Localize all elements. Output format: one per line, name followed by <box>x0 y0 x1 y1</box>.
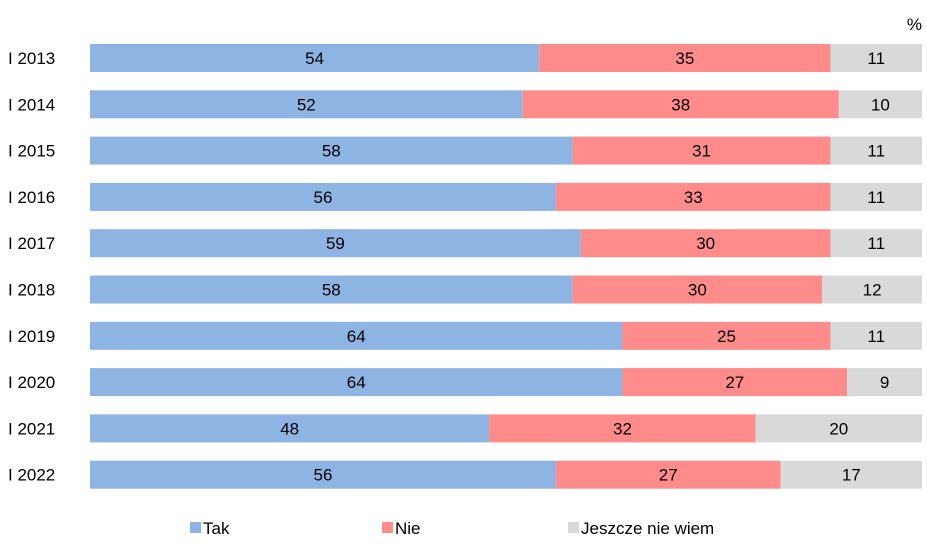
unit-label: % <box>907 15 922 34</box>
data-label: 52 <box>297 95 316 114</box>
category-label: I 2022 <box>8 466 55 485</box>
bar-segment <box>622 321 831 350</box>
legend-swatch <box>382 522 393 533</box>
data-label: 17 <box>842 466 861 485</box>
data-label: 20 <box>829 419 848 438</box>
data-label: 58 <box>322 281 341 300</box>
category-label: I 2021 <box>8 419 55 438</box>
data-label: 9 <box>880 373 889 392</box>
bar-segment <box>90 90 523 119</box>
data-label: 11 <box>867 49 885 68</box>
bar-segment <box>489 414 756 443</box>
data-label: 10 <box>871 95 890 114</box>
bar-segment <box>847 368 922 397</box>
data-label: 64 <box>347 327 366 346</box>
category-label: I 2019 <box>8 327 55 346</box>
bar-segment <box>90 275 573 304</box>
bar-segment <box>830 321 922 350</box>
legend-swatch <box>568 522 579 533</box>
data-label: 30 <box>688 281 707 300</box>
bar-segment <box>522 90 839 119</box>
legend: Tak Nie Jeszcze nie wiem <box>190 519 714 538</box>
data-label: 31 <box>692 142 711 161</box>
data-label: 38 <box>671 95 690 114</box>
bar-segment <box>90 182 556 211</box>
bar-segment <box>838 90 922 119</box>
bar-segment <box>830 136 922 165</box>
bar-segment <box>830 182 922 211</box>
bar-segment <box>90 229 581 258</box>
bars-group: I 2013 54 35 11 I 2014 52 38 10 I 2015 58 31 11 I 20… <box>8 44 922 489</box>
data-label: 56 <box>313 466 332 485</box>
category-label: I 2014 <box>8 95 55 114</box>
data-label: 33 <box>684 188 703 207</box>
category-label: I 2018 <box>8 281 55 300</box>
bar-segment <box>572 136 831 165</box>
bar-segment <box>580 229 831 258</box>
data-label: 32 <box>613 419 632 438</box>
legend-swatch <box>190 522 201 533</box>
category-label: I 2020 <box>8 373 55 392</box>
bar-segment <box>90 414 490 443</box>
legend-label: Nie <box>395 519 421 538</box>
data-label: 12 <box>863 281 882 300</box>
data-label: 59 <box>326 234 345 253</box>
category-label: I 2016 <box>8 188 55 207</box>
bar-segment <box>830 229 922 258</box>
bar-segment <box>90 136 573 165</box>
data-label: 27 <box>725 373 744 392</box>
bar-segment <box>830 44 922 72</box>
category-label: I 2015 <box>8 142 55 161</box>
bar-segment <box>755 414 922 443</box>
data-label: 11 <box>867 142 885 161</box>
bar-segment <box>780 460 922 489</box>
data-label: 11 <box>867 234 885 253</box>
data-label: 35 <box>675 49 694 68</box>
data-label: 54 <box>305 49 324 68</box>
data-label: 25 <box>717 327 736 346</box>
bar-segment <box>555 182 831 211</box>
bar-segment <box>90 368 623 397</box>
data-label: 11 <box>867 327 885 346</box>
data-label: 64 <box>347 373 366 392</box>
data-label: 58 <box>322 142 341 161</box>
bar-segment <box>822 275 922 304</box>
bar-segment <box>90 460 556 489</box>
data-label: 30 <box>696 234 715 253</box>
bar-segment <box>90 44 540 72</box>
data-label: 27 <box>659 466 678 485</box>
legend-label: Jeszcze nie wiem <box>581 519 714 538</box>
bar-segment <box>90 321 623 350</box>
category-label: I 2017 <box>8 234 55 253</box>
bar-segment <box>555 460 781 489</box>
category-label: I 2013 <box>8 49 55 68</box>
bar-segment <box>622 368 848 397</box>
legend-label: Tak <box>203 519 230 538</box>
data-label: 56 <box>313 188 332 207</box>
bar-segment <box>539 44 831 72</box>
data-label: 11 <box>867 188 885 207</box>
bar-segment <box>572 275 823 304</box>
data-label: 48 <box>280 419 299 438</box>
